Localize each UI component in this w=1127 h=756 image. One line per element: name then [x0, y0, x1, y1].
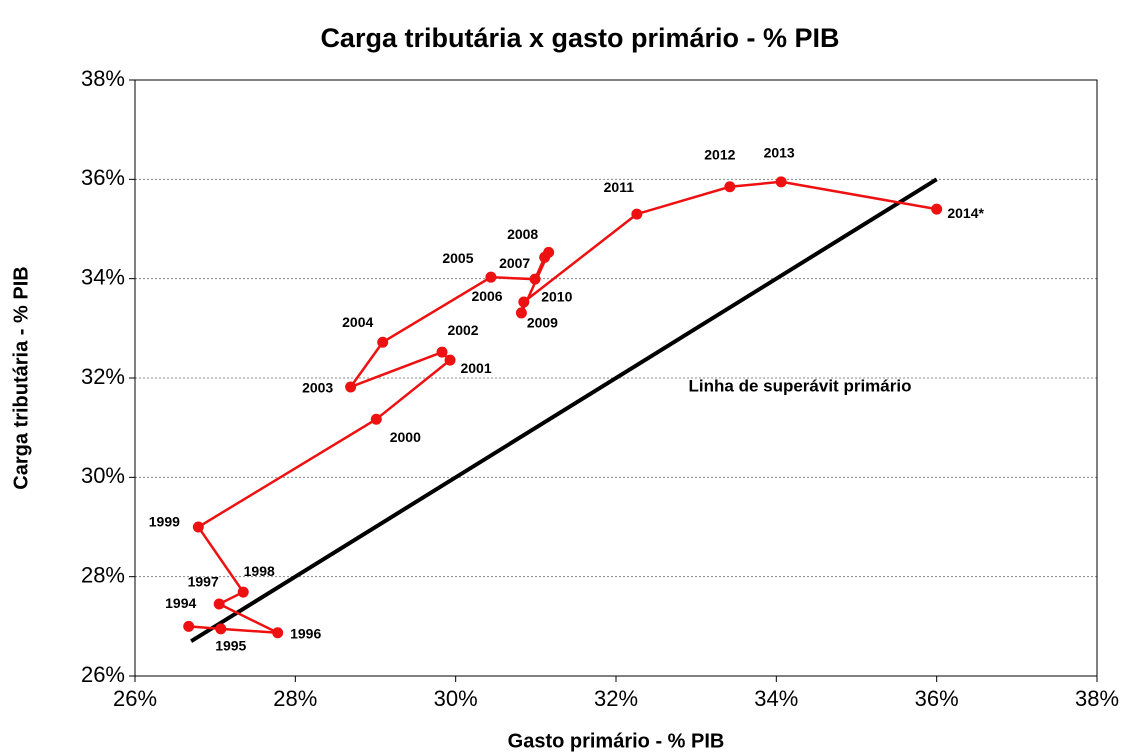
y-tick-label: 38%: [81, 66, 125, 91]
point-label: 1994: [165, 595, 196, 611]
point-label: 1996: [290, 625, 321, 641]
y-tick-label: 34%: [81, 264, 125, 289]
point-label: 2002: [447, 322, 478, 338]
point: [377, 336, 389, 348]
point-label: 2011: [604, 179, 635, 195]
x-axis-label: Gasto primário - % PIB: [508, 730, 725, 752]
x-tick-label: 38%: [1075, 686, 1119, 711]
point: [931, 203, 943, 215]
point-label: 2000: [390, 429, 421, 445]
annotation: Linha de superávit primário: [689, 376, 912, 395]
point-label: 2013: [764, 145, 795, 161]
point-label: 1999: [149, 514, 180, 530]
point-label: 2008: [507, 226, 538, 242]
point: [775, 176, 787, 188]
point-label: 2010: [541, 289, 572, 305]
point: [518, 296, 530, 308]
point-label: 2009: [527, 315, 558, 331]
point-label: 2014*: [947, 205, 984, 221]
point-label: 1998: [244, 563, 275, 579]
point-label: 2004: [342, 314, 373, 330]
point-label: 2001: [460, 360, 491, 376]
point: [213, 598, 225, 610]
y-tick-label: 26%: [81, 662, 125, 687]
y-axis-label: Carga tributária - % PIB: [10, 266, 32, 489]
x-tick-label: 26%: [113, 686, 157, 711]
chart-title: Carga tributária x gasto primário - % PI…: [320, 23, 839, 53]
plot-frame: [134, 79, 1098, 677]
point: [183, 620, 195, 632]
point: [436, 346, 448, 358]
x-tick-label: 34%: [754, 686, 798, 711]
point: [370, 413, 382, 425]
x-tick-label: 32%: [594, 686, 638, 711]
point-label: 2006: [471, 288, 502, 304]
point: [724, 181, 736, 193]
x-tick-label: 30%: [434, 686, 478, 711]
point: [529, 273, 541, 285]
y-tick-label: 32%: [81, 364, 125, 389]
point: [237, 586, 249, 598]
point: [444, 354, 456, 366]
x-tick-label: 36%: [915, 686, 959, 711]
point: [345, 381, 357, 393]
point: [543, 246, 555, 258]
point: [272, 627, 284, 639]
point-label: 2003: [302, 380, 333, 396]
y-tick-label: 30%: [81, 463, 125, 488]
point-label: 1995: [215, 638, 246, 654]
point: [215, 623, 227, 635]
point-label: 2007: [499, 255, 530, 271]
point-label: 2012: [704, 146, 735, 162]
point: [515, 307, 527, 319]
point-label: 1997: [188, 574, 219, 590]
point-label: 2005: [442, 250, 473, 266]
x-tick-label: 28%: [273, 686, 317, 711]
point: [631, 208, 643, 220]
reference-line: [190, 177, 938, 643]
y-tick-label: 28%: [81, 562, 125, 587]
y-tick-label: 36%: [81, 165, 125, 190]
point: [192, 521, 204, 533]
point: [485, 271, 497, 283]
